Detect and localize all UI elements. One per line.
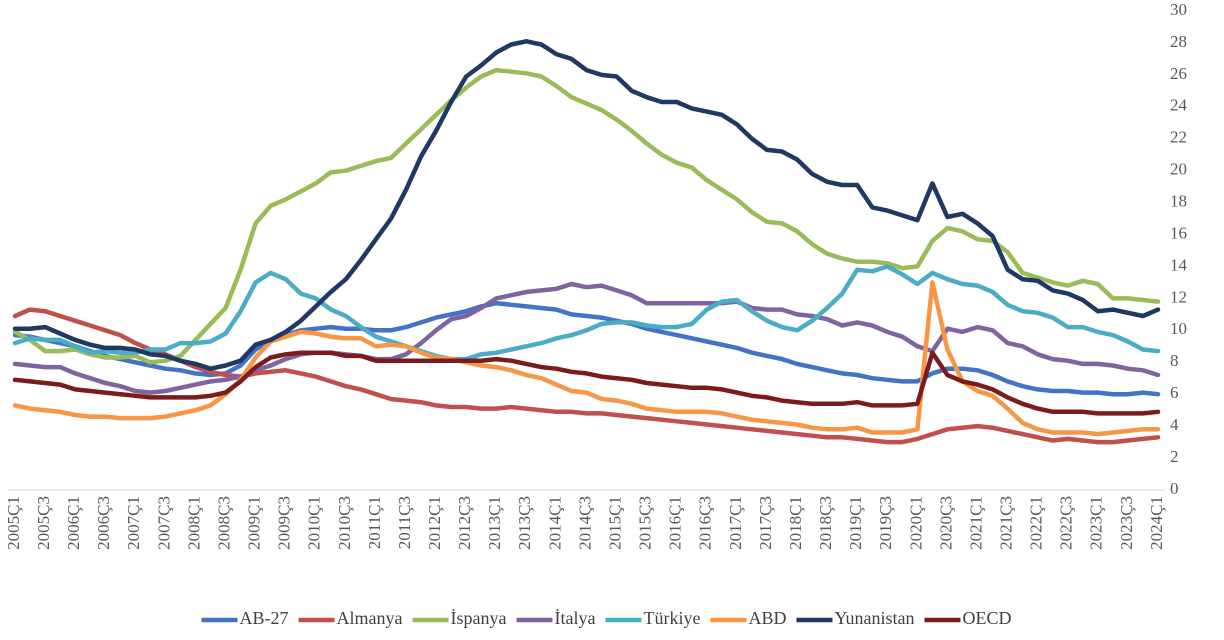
x-tick-label: 2014Ç3	[575, 496, 594, 550]
series-line	[12, 307, 1161, 445]
y-tick-label: 30	[1170, 0, 1187, 19]
y-tick-label: 2	[1170, 447, 1179, 466]
legend-label: OECD	[962, 608, 1011, 628]
x-tick-label: 2017Ç3	[756, 496, 775, 550]
y-tick-label: 16	[1170, 223, 1187, 242]
y-tick-label: 28	[1170, 32, 1187, 51]
x-tick-label: 2019Ç1	[846, 496, 865, 550]
y-tick-label: 26	[1170, 64, 1187, 83]
series-line	[12, 67, 1161, 365]
x-tick-label: 2005Ç3	[34, 496, 53, 550]
x-tick-label: 2021Ç1	[966, 496, 985, 550]
series-line	[12, 39, 1161, 371]
legend-label: İspanya	[451, 608, 507, 628]
x-tick-label: 2010Ç1	[305, 496, 324, 550]
y-tick-label: 22	[1170, 128, 1187, 147]
y-tick-label: 20	[1170, 160, 1187, 179]
series-line	[12, 350, 1161, 416]
x-tick-label: 2024Ç1	[1147, 496, 1166, 550]
x-tick-label: 2008Ç3	[214, 496, 233, 550]
y-tick-label: 8	[1170, 351, 1179, 370]
y-tick-label: 6	[1170, 383, 1179, 402]
x-tick-label: 2013Ç1	[485, 496, 504, 550]
x-tick-label: 2011Ç1	[365, 496, 384, 549]
series-line	[12, 281, 1161, 395]
x-tick-label: 2008Ç1	[184, 496, 203, 550]
x-tick-label: 2023Ç1	[1087, 496, 1106, 550]
y-tick-label: 0	[1170, 479, 1179, 498]
legend-label: Yunanistan	[834, 608, 914, 628]
x-tick-label: 2009Ç1	[245, 496, 264, 550]
x-tick-label: 2017Ç1	[726, 496, 745, 550]
x-tick-label: 2014Ç1	[545, 496, 564, 550]
x-tick-label: 2020Ç3	[936, 496, 955, 550]
x-tick-label: 2007Ç3	[154, 496, 173, 550]
legend-label: ABD	[748, 608, 786, 628]
series-line	[12, 264, 1161, 362]
x-tick-label: 2019Ç3	[876, 496, 895, 550]
x-tick-label: 2016Ç1	[666, 496, 685, 550]
x-tick-label: 2015Ç1	[605, 496, 624, 550]
x-tick-label: 2009Ç3	[275, 496, 294, 550]
x-tick-label: 2018Ç1	[786, 496, 805, 550]
x-tick-label: 2020Ç1	[906, 496, 925, 550]
series-line	[12, 300, 1161, 397]
y-tick-label: 10	[1170, 319, 1187, 338]
x-tick-label: 2021Ç3	[997, 496, 1016, 550]
x-tick-label: 2006Ç3	[94, 496, 113, 550]
y-tick-label: 4	[1170, 415, 1179, 434]
x-tick-label: 2011Ç3	[395, 496, 414, 549]
x-tick-label: 2023Ç3	[1117, 496, 1136, 550]
x-tick-label: 2012Ç3	[455, 496, 474, 550]
x-tick-label: 2015Ç3	[636, 496, 655, 550]
x-tick-label: 2006Ç1	[64, 496, 83, 550]
x-tick-label: 2013Ç3	[515, 496, 534, 550]
legend-label: Almanya	[337, 608, 403, 628]
x-tick-label: 2010Ç3	[335, 496, 354, 550]
x-tick-label: 2018Ç3	[816, 496, 835, 550]
x-tick-label: 2022Ç1	[1027, 496, 1046, 550]
x-tick-label: 2022Ç3	[1057, 496, 1076, 550]
x-tick-label: 2007Ç1	[124, 496, 143, 550]
y-tick-label: 14	[1170, 255, 1188, 274]
legend: AB-27 Almanya İspanya İtalya Türkiye ABD Yunan…	[201, 608, 1011, 628]
y-tick-label: 18	[1170, 192, 1187, 211]
x-tick-label: 2016Ç3	[696, 496, 715, 550]
legend-label: Türkiye	[643, 608, 700, 628]
x-tick-label: 2005Ç1	[4, 496, 23, 550]
legend-label: İtalya	[554, 608, 595, 628]
y-tick-label: 12	[1170, 287, 1187, 306]
y-tick-label: 24	[1170, 96, 1188, 115]
legend-label: AB-27	[240, 608, 289, 628]
x-tick-label: 2012Ç1	[425, 496, 444, 550]
